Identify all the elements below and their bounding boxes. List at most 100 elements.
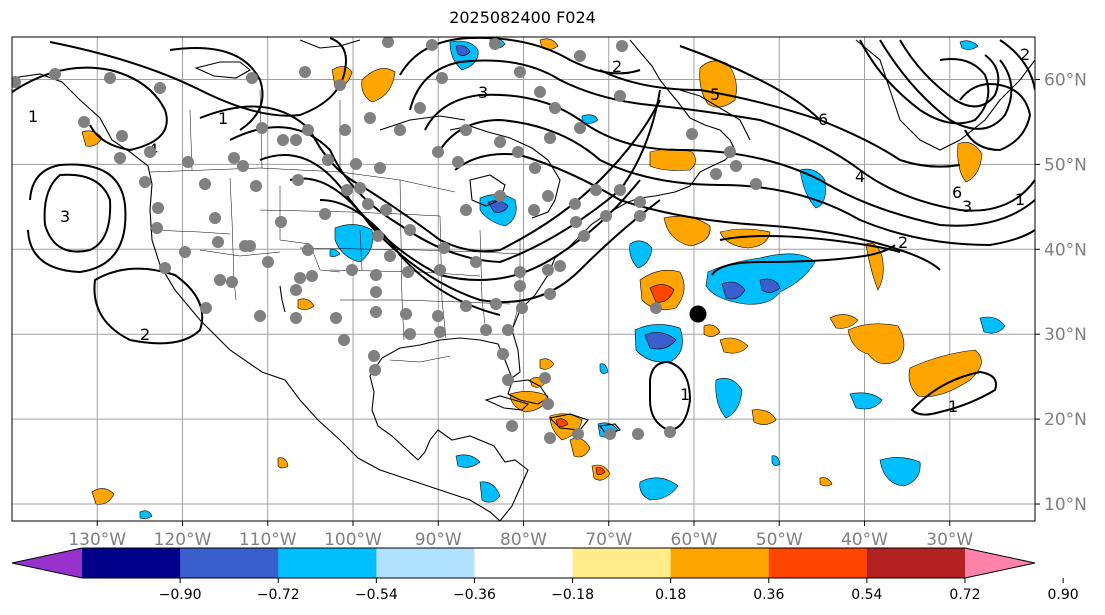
colorbar-tick-label: 0.54 [851, 587, 882, 603]
longitude-label: 120°W [154, 530, 212, 550]
colorbar-segment [376, 548, 475, 578]
station-dot [432, 310, 444, 322]
station-dot [151, 222, 163, 234]
longitude-label: 60°W [671, 530, 718, 550]
colorbar-segment [474, 548, 574, 578]
station-dot [394, 124, 406, 136]
colorbar-tick-label: −0.72 [257, 587, 300, 603]
longitude-labels: 130°W 120°W 110°W 100°W 90°W 80°W 70°W 60°W 50°W… [68, 530, 973, 550]
station-dot [574, 122, 586, 134]
station-dot [226, 276, 238, 288]
colorbar-segment [278, 548, 377, 578]
station-dot [200, 302, 212, 314]
station-dot [370, 286, 382, 298]
colorbar-tick-label: 0.18 [655, 587, 686, 603]
station-dot [434, 326, 446, 338]
svg-text:1: 1 [1015, 190, 1025, 209]
station-dot [78, 116, 90, 128]
svg-text:2: 2 [898, 233, 908, 252]
longitude-label: 30°W [926, 530, 973, 550]
station-dot [574, 50, 586, 62]
station-dot [400, 308, 412, 320]
svg-text:2: 2 [612, 57, 622, 76]
svg-text:1: 1 [680, 385, 690, 404]
station-dot [49, 68, 61, 80]
station-dot [182, 156, 194, 168]
station-dot [542, 190, 554, 202]
station-dot [370, 306, 382, 318]
station-dot [402, 266, 414, 278]
colorbar-tick-label: −0.18 [551, 587, 594, 603]
station-dot [341, 184, 353, 196]
station-dot [426, 39, 438, 51]
station-dot [319, 208, 331, 220]
station-dot [292, 174, 304, 186]
station-dot [494, 190, 506, 202]
station-dot [534, 86, 546, 98]
longitude-label: 80°W [500, 530, 547, 550]
coastlines [12, 39, 1035, 521]
station-dot [438, 242, 450, 254]
station-dot [539, 372, 551, 384]
station-dot [246, 72, 258, 84]
station-dot [542, 264, 554, 276]
colorbar-segment [572, 548, 672, 578]
station-dot [750, 178, 762, 190]
svg-text:1: 1 [218, 109, 228, 128]
station-dot [372, 230, 384, 242]
station-dot [116, 130, 128, 142]
colorbar-tick-label: −0.90 [159, 587, 202, 603]
colorbar-tick-label: −0.54 [355, 587, 398, 603]
svg-text:1: 1 [28, 107, 38, 126]
latitude-label: 50°N [1044, 155, 1087, 175]
colorbar-high-extend [965, 548, 1035, 578]
latitude-labels: 60°N 50°N 40°N 30°N 20°N 10°N [1044, 70, 1087, 515]
station-dot [590, 184, 602, 196]
station-dot [572, 428, 584, 440]
station-dot [494, 136, 506, 148]
station-dot [528, 204, 540, 216]
colorbar-low-extend [12, 548, 82, 578]
station-dot [114, 152, 126, 164]
longitude-label: 40°W [841, 530, 888, 550]
station-dot [514, 66, 526, 78]
colorbar-tick-labels: −0.90 −0.72 −0.54 −0.36 −0.18 0.18 0.36 0.54 0.7… [159, 578, 1079, 603]
longitude-label: 70°W [585, 530, 632, 550]
station-dot [179, 246, 191, 258]
station-dot [209, 212, 221, 224]
latitude-label: 30°N [1044, 325, 1087, 345]
station-dot [489, 38, 501, 50]
colorbar [11, 547, 1036, 579]
station-dot [710, 168, 722, 180]
station-dot [384, 250, 396, 262]
station-dot [290, 284, 302, 296]
station-dot [414, 102, 426, 114]
station-dot [199, 178, 211, 190]
colorbar-tick-label: −0.36 [453, 587, 496, 603]
station-dot [724, 146, 736, 158]
svg-text:6: 6 [818, 110, 828, 129]
colorbar-segment [180, 548, 279, 578]
station-dot [516, 302, 528, 314]
station-dot [544, 288, 556, 300]
station-dot [154, 82, 166, 94]
station-dot [460, 300, 472, 312]
station-dot [228, 152, 240, 164]
station-dot [290, 312, 302, 324]
station-dot [256, 122, 268, 134]
station-dot [334, 79, 346, 91]
station-dot [322, 154, 334, 166]
station-dot [350, 158, 362, 170]
station-dot [506, 420, 518, 432]
station-dot [436, 72, 448, 84]
station-dot [370, 269, 382, 281]
station-dot [212, 236, 224, 248]
station-dot [369, 364, 381, 376]
station-dot [634, 196, 646, 208]
station-dot [277, 134, 289, 146]
station-dot [250, 180, 262, 192]
station-dot [159, 262, 171, 274]
storm-center-marker [689, 305, 707, 323]
station-dot [632, 428, 644, 440]
